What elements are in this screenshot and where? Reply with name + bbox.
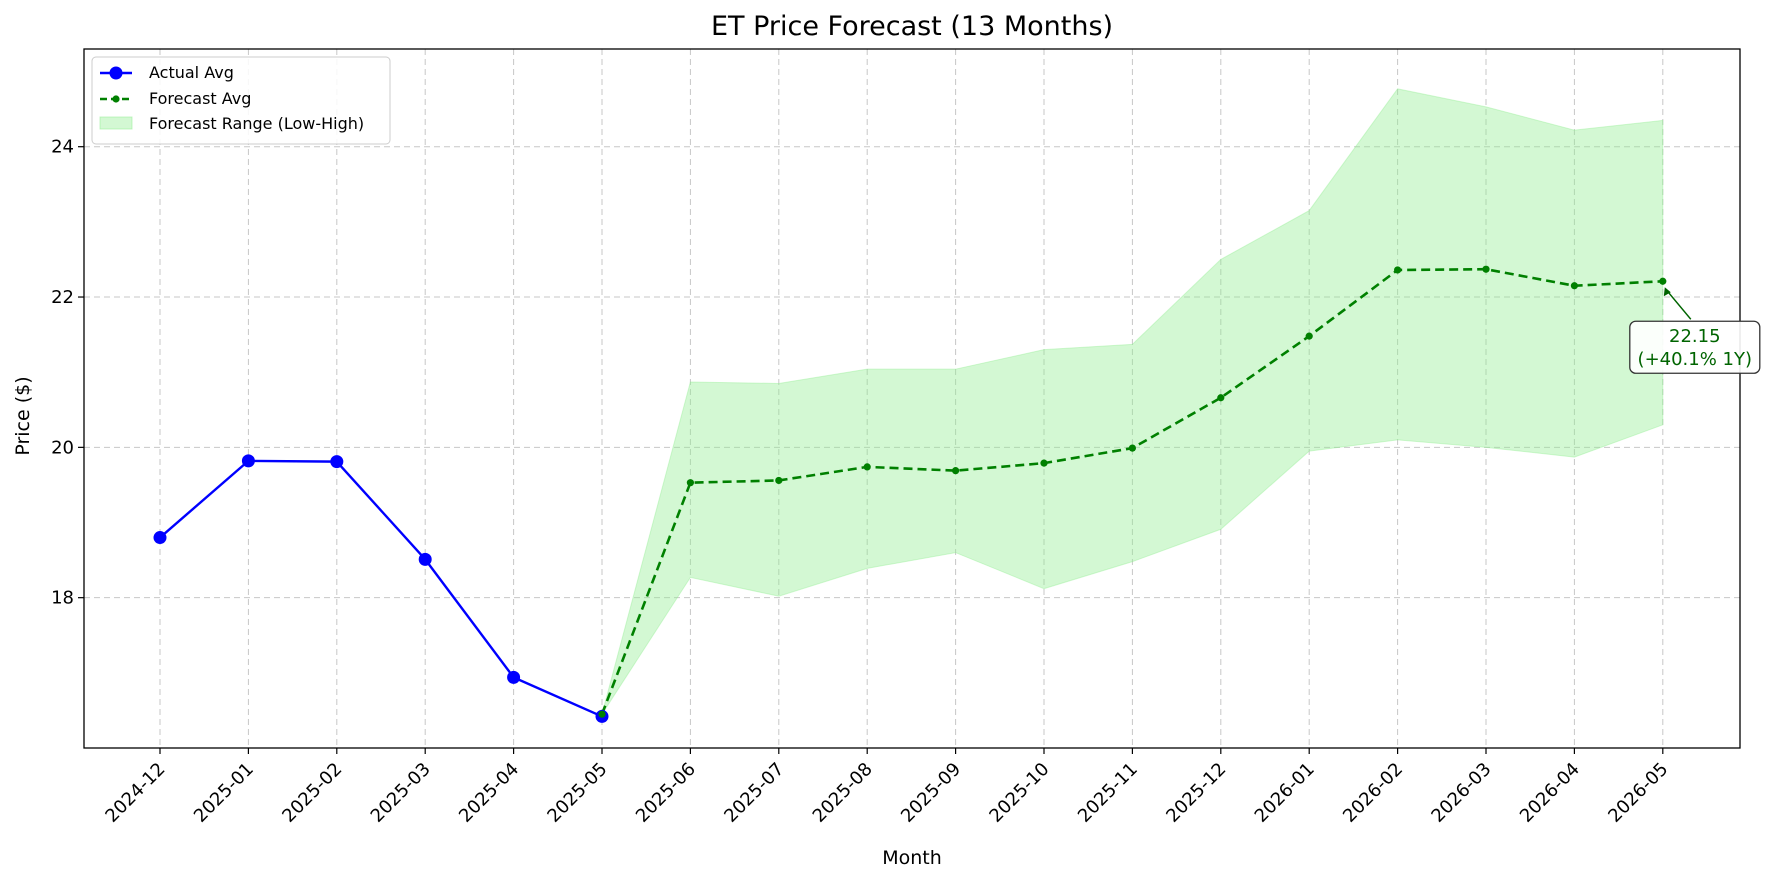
annotation-value: 22.15	[1669, 326, 1721, 347]
forecast-avg-point	[1482, 265, 1490, 273]
legend-forecast-label: Forecast Avg	[149, 89, 251, 108]
forecast-avg-point	[1217, 394, 1225, 402]
x-tick-label: 2025-04	[455, 759, 523, 827]
annotation-arrow-shaft	[1665, 288, 1692, 320]
x-axis-label: Month	[882, 847, 942, 869]
y-tick-label: 18	[51, 588, 74, 609]
plot-frame	[83, 48, 1741, 749]
y-tick-label: 20	[51, 437, 74, 458]
legend-forecast-marker	[112, 95, 120, 103]
annotation-arrow-head	[1663, 287, 1671, 297]
actual-avg-line	[159, 459, 603, 718]
x-tick-label: 2025-02	[278, 759, 346, 827]
x-tick-label: 2025-07	[720, 759, 788, 827]
x-tick-label: 2025-06	[632, 759, 700, 827]
series-markers	[153, 265, 1667, 723]
forecast-avg-point	[1659, 277, 1667, 285]
x-tick-label: 2025-10	[985, 759, 1053, 827]
actual-avg-point	[153, 531, 167, 545]
annotation-box	[1629, 320, 1761, 374]
forecast-annotation: 22.15(+40.1% 1Y)	[1629, 287, 1761, 374]
x-tick-label: 2025-08	[809, 759, 877, 827]
chart-title: ET Price Forecast (13 Months)	[711, 11, 1113, 42]
grid-lines	[84, 49, 1740, 748]
legend-range-label: Forecast Range (Low-High)	[149, 114, 364, 133]
x-tick-label: 2025-03	[367, 759, 435, 827]
legend-actual-marker	[109, 66, 123, 80]
x-tick-label: 2026-03	[1427, 759, 1495, 827]
x-tick-label: 2025-12	[1162, 759, 1230, 827]
forecast-avg-point	[1570, 282, 1578, 290]
forecast-avg-point	[598, 710, 606, 718]
forecast-avg-point	[952, 467, 960, 475]
actual-avg-point	[507, 670, 521, 684]
x-tick-label: 2025-01	[190, 759, 258, 827]
forecast-range-band	[601, 88, 1664, 715]
forecast-avg-point	[1394, 266, 1402, 274]
forecast-avg-point	[1040, 459, 1048, 467]
y-axis-label: Price ($)	[12, 376, 34, 455]
x-tick-label: 2026-02	[1339, 759, 1407, 827]
forecast-range-area	[601, 88, 1664, 715]
x-tick-label: 2026-01	[1251, 759, 1319, 827]
legend-box	[91, 56, 391, 145]
actual-avg-point	[418, 552, 432, 566]
x-tick-label: 2026-04	[1516, 759, 1584, 827]
actual-avg-point	[241, 454, 255, 468]
y-tick-label: 24	[51, 137, 74, 158]
x-tick-label: 2026-05	[1604, 759, 1672, 827]
x-tick-label: 2025-09	[897, 759, 965, 827]
forecast-avg-point	[1305, 332, 1313, 340]
annotation-change: (+40.1% 1Y)	[1638, 349, 1752, 370]
legend: Actual Avg Forecast Avg Forecast Range (Lo…	[91, 56, 391, 145]
x-tick-label: 2025-05	[543, 759, 611, 827]
forecast-avg-point	[775, 476, 783, 485]
forecast-avg-point	[863, 463, 871, 471]
actual-avg-point	[330, 455, 344, 469]
forecast-avg-point	[1128, 444, 1136, 452]
forecast-avg-point	[686, 479, 695, 487]
legend-actual-label: Actual Avg	[149, 63, 234, 82]
legend-range-swatch	[99, 116, 133, 130]
x-tick-label: 2025-11	[1074, 759, 1142, 827]
x-tick-label: 2024-12	[101, 759, 169, 827]
y-tick-label: 22	[51, 287, 74, 308]
